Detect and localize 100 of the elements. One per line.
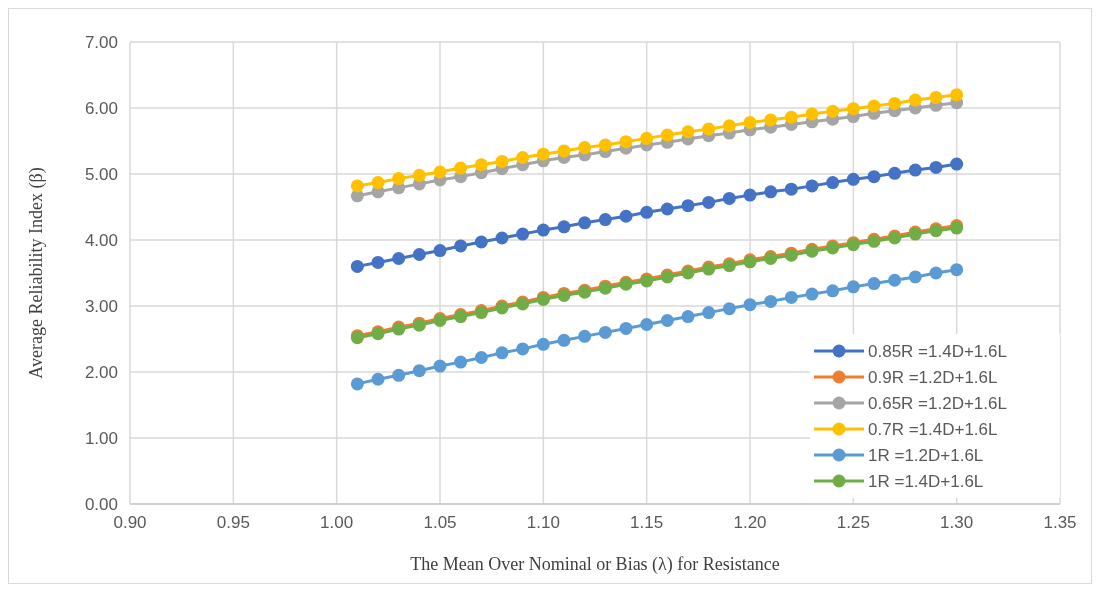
point	[371, 372, 385, 386]
point	[640, 131, 654, 145]
point	[578, 216, 592, 230]
point	[433, 165, 447, 179]
point	[805, 179, 819, 193]
point	[867, 277, 881, 291]
x-tick-label: 1.35	[1043, 513, 1077, 532]
y-axis-title: Average Reliability Index (β)	[26, 167, 47, 379]
point	[516, 151, 530, 164]
y-tick-label: 6.00	[84, 98, 118, 118]
point	[805, 107, 819, 121]
point	[578, 141, 592, 155]
point	[681, 310, 695, 324]
point	[557, 144, 571, 158]
point	[681, 125, 695, 139]
point	[784, 182, 798, 196]
legend-label: 0.85R =1.4D+1.6L	[868, 341, 1007, 361]
point	[474, 350, 488, 364]
point	[929, 266, 943, 280]
point	[350, 377, 364, 391]
point	[454, 239, 468, 253]
x-tick-label: 0.90	[113, 513, 147, 532]
point	[516, 227, 530, 241]
point	[598, 138, 612, 152]
x-tick-label: 1.00	[320, 513, 354, 532]
x-tick-label: 1.10	[526, 513, 560, 532]
point	[722, 119, 736, 133]
x-tick-label: 0.95	[216, 513, 250, 532]
point	[950, 263, 964, 277]
point	[536, 337, 550, 351]
y-tick-label: 7.00	[84, 32, 118, 52]
point	[392, 368, 406, 382]
point	[888, 166, 902, 180]
y-tick-label: 3.00	[84, 296, 118, 316]
point	[433, 359, 447, 373]
point	[536, 147, 550, 161]
point	[619, 321, 633, 335]
point	[908, 93, 922, 107]
point	[412, 248, 426, 262]
point	[784, 110, 798, 124]
x-tick-label: 1.05	[423, 513, 457, 532]
point	[743, 188, 757, 202]
y-tick-label: 1.00	[84, 428, 118, 448]
point	[495, 346, 509, 360]
point	[392, 251, 406, 265]
point	[846, 280, 860, 294]
point	[640, 205, 654, 219]
legend-label: 0.7R =1.4D+1.6L	[868, 419, 998, 439]
point	[867, 99, 881, 113]
point	[454, 355, 468, 369]
point	[516, 342, 530, 356]
point	[867, 170, 881, 184]
point	[412, 168, 426, 182]
point	[950, 157, 964, 171]
point	[950, 88, 964, 102]
point	[743, 116, 757, 130]
point	[660, 128, 674, 142]
point	[578, 329, 592, 343]
x-axis-title: The Mean Over Nominal or Bias (λ) for Resistance	[410, 554, 780, 575]
point	[371, 176, 385, 190]
point	[805, 287, 819, 301]
y-tick-label: 2.00	[84, 362, 118, 382]
point	[888, 96, 902, 110]
x-tick-label: 1.15	[630, 513, 664, 532]
point	[640, 317, 654, 331]
legend-label: 1R =1.2D+1.6L	[868, 445, 984, 465]
point	[495, 154, 509, 168]
point	[371, 255, 385, 269]
point	[660, 202, 674, 216]
point	[826, 176, 840, 190]
point	[702, 306, 716, 320]
point	[929, 90, 943, 104]
point	[412, 364, 426, 378]
legend-label: 1R =1.4D+1.6L	[868, 471, 984, 491]
point	[846, 172, 860, 186]
point	[764, 185, 778, 199]
point	[908, 270, 922, 284]
point	[557, 220, 571, 234]
point	[702, 122, 716, 136]
point	[826, 284, 840, 298]
point	[764, 294, 778, 308]
point	[908, 163, 922, 177]
point	[454, 161, 468, 175]
x-tick-label: 1.25	[836, 513, 870, 532]
y-tick-label: 4.00	[84, 230, 118, 250]
point	[350, 179, 364, 193]
point	[660, 314, 674, 328]
point	[702, 195, 716, 209]
y-tick-label: 5.00	[84, 164, 118, 184]
point	[350, 259, 364, 273]
point	[392, 172, 406, 186]
point	[784, 290, 798, 304]
point	[929, 160, 943, 174]
x-tick-label: 1.20	[733, 513, 767, 532]
point	[495, 231, 509, 245]
point	[681, 199, 695, 213]
point	[826, 104, 840, 118]
point	[846, 102, 860, 116]
x-tick-label: 1.30	[940, 513, 974, 532]
point	[722, 302, 736, 316]
